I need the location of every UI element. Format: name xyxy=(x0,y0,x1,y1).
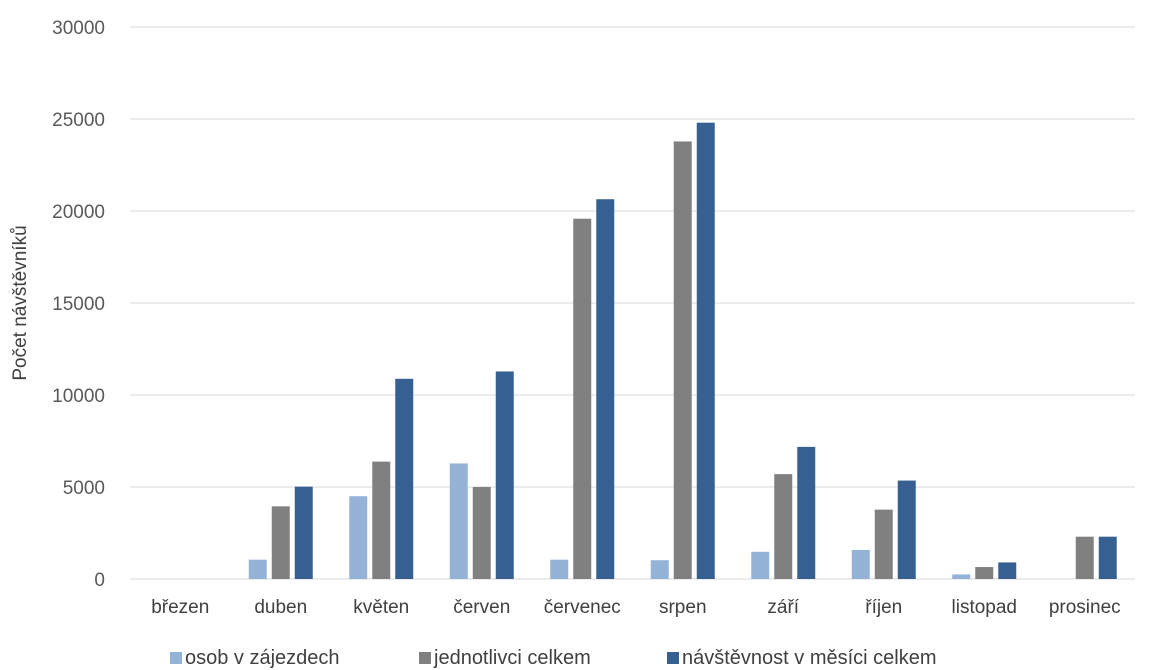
bar xyxy=(372,461,391,579)
bar xyxy=(673,141,692,579)
legend-swatch xyxy=(170,652,182,664)
bar xyxy=(797,446,816,579)
x-category-label: duben xyxy=(254,597,307,618)
y-axis-ticks: 0 5000 10000 15000 20000 25000 30000 xyxy=(52,18,105,591)
x-axis-categories: březen duben květen červen červenec srpen září… xyxy=(151,597,1120,618)
bar xyxy=(897,480,916,579)
bar xyxy=(449,463,468,579)
legend-label: jednotlivci celkem xyxy=(433,647,591,669)
y-tick-label: 30000 xyxy=(52,18,105,39)
bar xyxy=(874,509,893,579)
y-tick-label: 0 xyxy=(94,570,105,591)
bars xyxy=(248,122,1117,580)
x-category-label: listopad xyxy=(952,597,1018,618)
bar xyxy=(1098,536,1117,579)
legend-swatch xyxy=(419,652,431,664)
bar xyxy=(952,574,971,579)
x-category-label: březen xyxy=(151,597,209,618)
y-tick-label: 20000 xyxy=(52,202,105,223)
x-category-label: prosinec xyxy=(1049,597,1121,618)
legend-swatch xyxy=(667,652,679,664)
x-category-label: květen xyxy=(353,597,409,618)
y-tick-label: 25000 xyxy=(52,110,105,131)
x-category-label: červen xyxy=(453,597,510,618)
bar xyxy=(271,506,290,579)
bar xyxy=(248,559,267,579)
bar xyxy=(550,559,569,579)
bar xyxy=(1075,536,1094,579)
x-category-label: říjen xyxy=(865,597,902,618)
bar xyxy=(751,551,770,579)
legend: osob v zájezdech jednotlivci celkem návště… xyxy=(170,647,937,669)
gridlines xyxy=(130,26,1135,580)
x-category-label: červenec xyxy=(544,597,621,618)
y-tick-label: 10000 xyxy=(52,386,105,407)
x-category-label: září xyxy=(767,597,799,618)
legend-label: osob v zájezdech xyxy=(185,647,340,669)
y-tick-label: 15000 xyxy=(52,294,105,315)
bar xyxy=(650,560,669,579)
x-category-label: srpen xyxy=(659,597,707,618)
bar xyxy=(596,199,615,579)
bar xyxy=(294,486,313,579)
bar xyxy=(851,549,870,579)
bar xyxy=(472,487,491,579)
bar xyxy=(998,562,1017,579)
bar xyxy=(774,474,793,579)
bar xyxy=(696,122,715,580)
legend-label: návštěvnost v měsíci celkem xyxy=(682,647,937,669)
y-tick-label: 5000 xyxy=(63,478,105,499)
bar xyxy=(395,378,414,579)
bar xyxy=(975,567,994,579)
bar xyxy=(349,496,368,579)
bar xyxy=(495,371,514,579)
y-axis-title: Počet návštěvníků xyxy=(10,225,31,380)
bar xyxy=(573,218,592,579)
